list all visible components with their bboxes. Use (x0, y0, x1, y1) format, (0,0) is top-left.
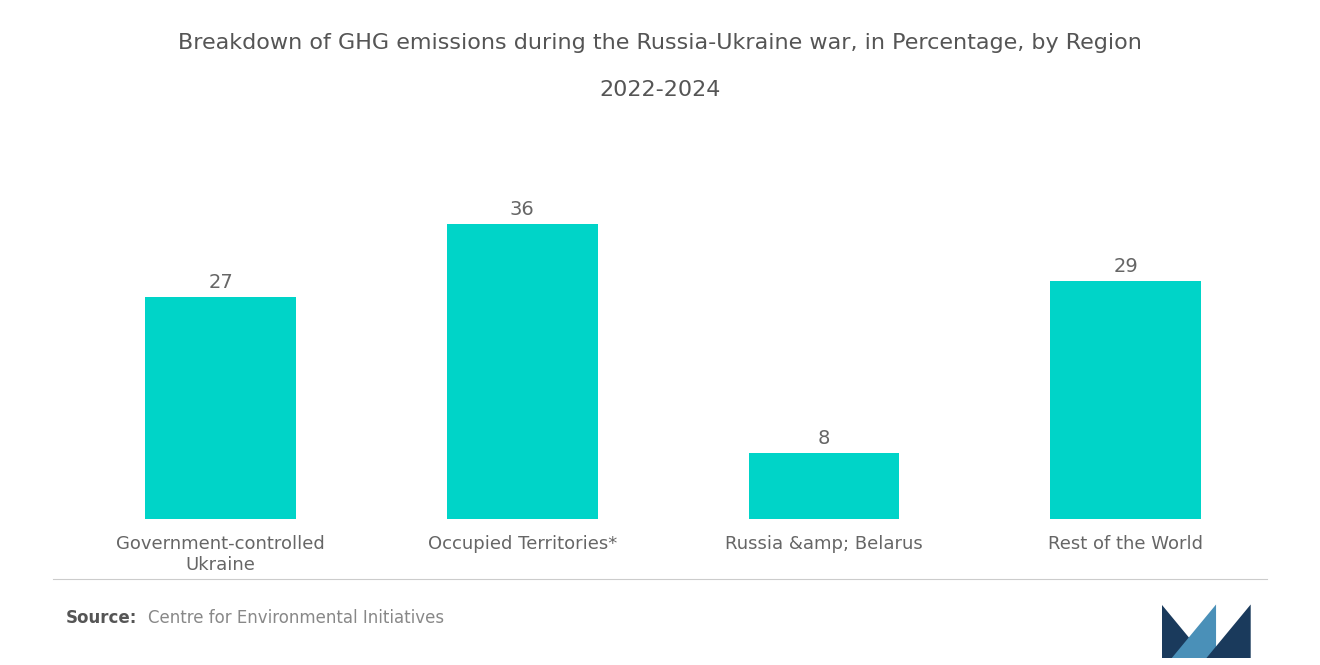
Polygon shape (1206, 604, 1250, 658)
Bar (447, 223, 598, 519)
Text: 27: 27 (209, 273, 234, 293)
Text: Source:: Source: (66, 609, 137, 628)
Bar (1051, 281, 1201, 519)
Bar (145, 297, 296, 519)
Text: 29: 29 (1113, 257, 1138, 276)
Text: Breakdown of GHG emissions during the Russia-Ukraine war, in Percentage, by Regi: Breakdown of GHG emissions during the Ru… (178, 33, 1142, 53)
Polygon shape (1172, 604, 1216, 658)
Text: Centre for Environmental Initiatives: Centre for Environmental Initiatives (148, 609, 444, 628)
Text: 2022-2024: 2022-2024 (599, 80, 721, 100)
Bar (748, 453, 899, 519)
Polygon shape (1162, 604, 1206, 658)
Text: 8: 8 (818, 429, 830, 448)
Text: 36: 36 (510, 200, 535, 219)
